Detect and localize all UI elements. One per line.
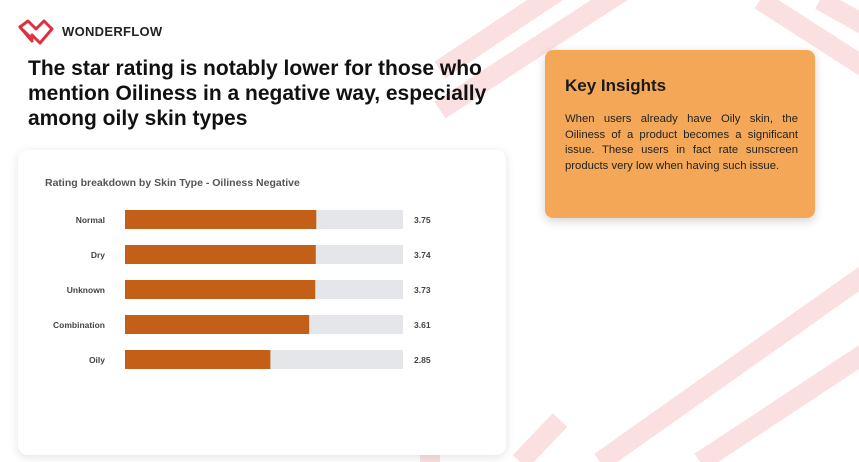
insights-title: Key Insights (565, 76, 667, 95)
value-label: 3.75 (414, 215, 431, 225)
value-label: 3.61 (414, 320, 431, 330)
bar-combination (125, 315, 310, 334)
bar-dry (125, 245, 316, 264)
key-insights-box: Key Insights When users already have Oil… (545, 50, 815, 218)
category-label: Oily (89, 355, 105, 365)
value-label: 2.85 (414, 355, 431, 365)
chart-card: Rating breakdown by Skin Type - Oiliness… (18, 150, 506, 455)
category-label: Unknown (67, 285, 105, 295)
category-label: Normal (76, 215, 105, 225)
category-label: Combination (53, 320, 105, 330)
category-label: Dry (91, 250, 105, 260)
bar-oily (125, 350, 271, 369)
bar-normal (125, 210, 317, 229)
insights-body: When users already have Oily skin, the O… (565, 113, 798, 172)
brand-name: WONDERFLOW (62, 23, 163, 39)
value-label: 3.73 (414, 285, 431, 295)
chart-title: Rating breakdown by Skin Type - Oiliness… (45, 177, 300, 189)
bar-unknown (125, 280, 316, 299)
bar-chart: Normal 3.75 Dry 3.74 Unknown 3.73 Combination 3… (53, 210, 431, 369)
brand: WONDERFLOW (18, 17, 162, 45)
page-title: The star rating is notably lower for tho… (28, 57, 487, 130)
wonderflow-logo-icon (18, 19, 54, 45)
value-label: 3.74 (414, 250, 431, 260)
